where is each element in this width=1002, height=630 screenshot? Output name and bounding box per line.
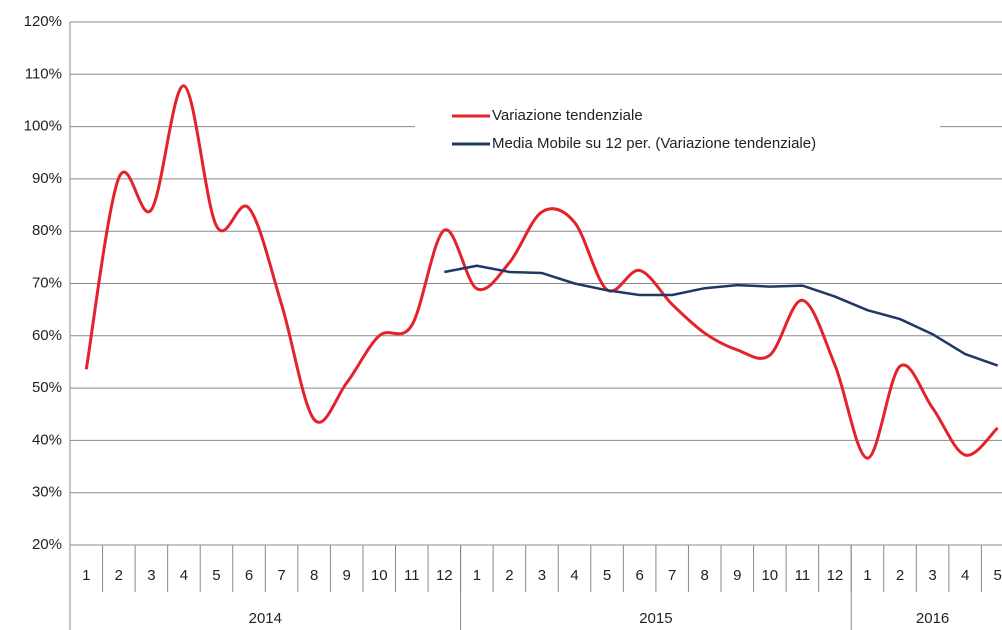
legend-box — [415, 98, 940, 160]
x-tick-label: 3 — [538, 567, 546, 584]
x-tick-label: 1 — [82, 567, 90, 584]
y-tick-label: 90% — [32, 170, 62, 187]
x-tick-label: 8 — [310, 567, 318, 584]
y-tick-label: 120% — [24, 13, 62, 30]
x-group-label: 2016 — [916, 610, 949, 627]
x-tick-label: 4 — [570, 567, 578, 584]
legend-label: Variazione tendenziale — [492, 107, 643, 124]
x-tick-label: 5 — [212, 567, 220, 584]
x-group-label: 2015 — [639, 610, 672, 627]
x-tick-label: 10 — [761, 567, 778, 584]
x-tick-label: 1 — [473, 567, 481, 584]
y-tick-label: 100% — [24, 118, 62, 135]
x-tick-label: 9 — [343, 567, 351, 584]
x-tick-label: 7 — [277, 567, 285, 584]
x-tick-label: 8 — [701, 567, 709, 584]
legend: Variazione tendenziale Media Mobile su 12… — [415, 98, 940, 160]
x-tick-label: 2 — [505, 567, 513, 584]
x-tick-label: 6 — [245, 567, 253, 584]
legend-label: Media Mobile su 12 per. (Variazione tend… — [492, 135, 816, 152]
x-tick-label: 6 — [635, 567, 643, 584]
x-tick-label: 4 — [961, 567, 969, 584]
x-tick-label: 11 — [404, 567, 420, 584]
x-tick-label: 5 — [603, 567, 611, 584]
x-tick-label: 12 — [827, 567, 844, 584]
x-tick-label: 9 — [733, 567, 741, 584]
x-tick-label: 3 — [147, 567, 155, 584]
y-tick-label: 40% — [32, 431, 62, 448]
x-tick-label: 4 — [180, 567, 188, 584]
x-tick-label: 10 — [371, 567, 388, 584]
y-tick-label: 70% — [32, 274, 62, 291]
y-tick-label: 50% — [32, 379, 62, 396]
x-tick-label: 7 — [668, 567, 676, 584]
x-tick-label: 1 — [863, 567, 871, 584]
series-line — [84, 84, 999, 460]
y-tick-label: 110% — [25, 65, 62, 82]
x-group-label: 2014 — [249, 610, 282, 627]
y-tick-label: 20% — [32, 536, 62, 553]
y-tick-label: 60% — [32, 327, 62, 344]
x-tick-label: 2 — [115, 567, 123, 584]
x-tick-label: 11 — [795, 567, 811, 584]
x-tick-label: 2 — [896, 567, 904, 584]
y-tick-label: 30% — [32, 484, 62, 501]
series-line — [444, 264, 999, 367]
x-tick-label: 3 — [928, 567, 936, 584]
y-tick-label: 80% — [32, 222, 62, 239]
x-tick-label: 12 — [436, 567, 453, 584]
x-tick-label: 5 — [994, 567, 1002, 584]
